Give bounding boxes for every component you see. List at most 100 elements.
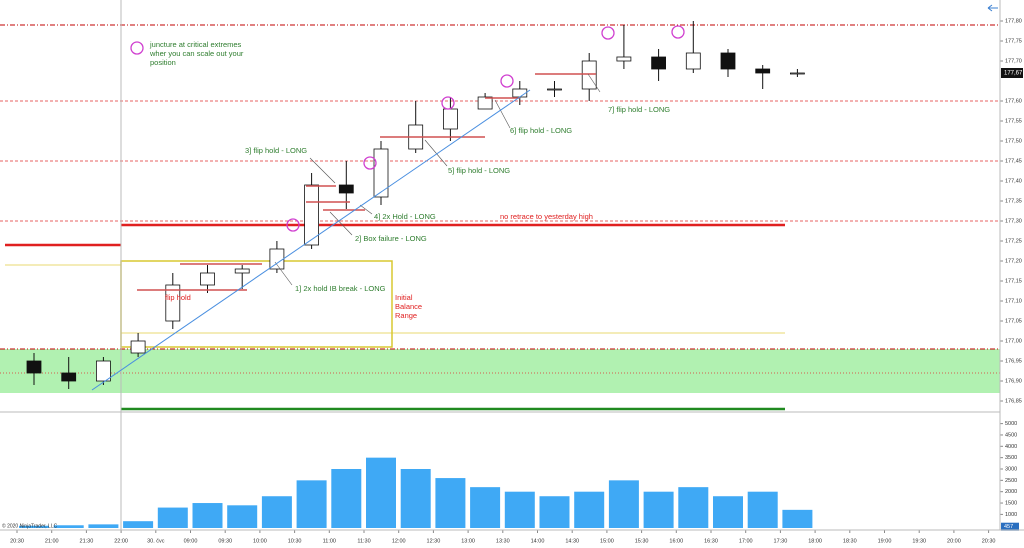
y-tick-label: 177,55: [1005, 118, 1022, 124]
y-tick-label: 177,35: [1005, 198, 1022, 204]
x-tick-label: 19:00: [878, 538, 892, 544]
x-tick-label: 09:00: [184, 538, 198, 544]
volume-bar: [192, 503, 223, 528]
volume-bar: [227, 505, 258, 528]
x-tick-label: 14:30: [565, 538, 579, 544]
candle-body: [581, 60, 597, 90]
volume-bar: [574, 491, 605, 528]
volume-tick-label: 4000: [1005, 444, 1017, 450]
volume-bar: [19, 525, 49, 528]
y-tick-label: 176,90: [1005, 378, 1022, 384]
x-tick-label: 16:30: [704, 538, 718, 544]
volume-bar: [539, 496, 570, 528]
last-volume-box: [1001, 522, 1019, 531]
y-tick-label: 177,40: [1005, 178, 1022, 184]
volume-tick-label: 1500: [1005, 500, 1017, 506]
y-tick-label: 177,00: [1005, 338, 1022, 344]
annotation: flip hold: [165, 293, 191, 302]
volume-tick-label: 2500: [1005, 478, 1017, 484]
volume-tick-label: 2000: [1005, 489, 1017, 495]
last-price-box: [1001, 68, 1023, 78]
volume-bar: [366, 457, 396, 528]
volume-bar: [88, 524, 119, 528]
x-tick-label: 19:30: [912, 538, 926, 544]
pointer-lines: [274, 73, 601, 286]
candle-body: [755, 68, 771, 74]
y-tick-label: 177,25: [1005, 238, 1022, 244]
candle-body: [651, 56, 666, 70]
x-tick-label: 20:30: [10, 538, 24, 544]
x-tick-label: 15:30: [635, 538, 649, 544]
volume-bar: [157, 507, 188, 528]
copyright: © 2020 NinjaTrader, LLC: [2, 522, 58, 529]
x-tick-label: 11:00: [323, 538, 336, 544]
back-arrow[interactable]: [987, 4, 998, 12]
annotation: Range: [395, 311, 417, 320]
candle-body: [477, 96, 493, 110]
candle-body: [442, 108, 458, 130]
extreme-circles: [130, 25, 685, 232]
annotation: 1] 2x hold IB break - LONG: [295, 284, 386, 293]
candle-body: [61, 372, 77, 382]
annotation: 6] flip hold - LONG: [510, 126, 572, 135]
trend-line: [91, 89, 531, 391]
y-tick-label: 177,10: [1005, 298, 1022, 304]
candle-body: [26, 360, 42, 374]
y-tick-label: 176,85: [1005, 398, 1022, 404]
y-tick-label: 177,30: [1005, 218, 1022, 224]
candle-body: [269, 248, 285, 270]
volume-bar: [331, 469, 362, 528]
x-tick-label: 30. čvc: [147, 538, 165, 544]
annotation: no retrace to yesterday high: [500, 212, 593, 221]
x-tick-label: 21:00: [45, 538, 59, 544]
x-tick-label: 11:30: [357, 538, 370, 544]
volume-bar: [53, 525, 84, 528]
hold-segments: [137, 73, 596, 291]
volume-bar: [470, 487, 501, 528]
annotation: 7] flip hold - LONG: [608, 105, 670, 114]
y-tick-label: 177,05: [1005, 318, 1022, 324]
x-tick-label: 10:30: [288, 538, 302, 544]
candle-body: [616, 56, 632, 62]
x-tick-label: 22:00: [114, 538, 128, 544]
volume-bar: [261, 496, 292, 528]
x-tick-label: 21:30: [80, 538, 94, 544]
volume-bar: [435, 478, 466, 528]
x-tick-label: 09:30: [218, 538, 232, 544]
y-tick-label: 177,15: [1005, 278, 1022, 284]
candle-body: [720, 52, 736, 70]
y-tick-label: 177,70: [1005, 58, 1022, 64]
annotation: position: [150, 58, 176, 67]
volume-tick-label: 3000: [1005, 466, 1017, 472]
y-tick-label: 176,95: [1005, 358, 1022, 364]
x-tick-label: 15:00: [600, 538, 614, 544]
annotation: 5] flip hold - LONG: [448, 166, 510, 175]
last-price-label: 177,67: [1004, 71, 1023, 77]
volume-tick-label: 1000: [1005, 512, 1017, 518]
x-tick-label: 12:30: [427, 538, 441, 544]
annotation: juncture at critical extremes: [149, 40, 242, 49]
y-tick-label: 177,20: [1005, 258, 1022, 264]
y-tick-label: 177,75: [1005, 38, 1022, 44]
x-tick-label: 18:30: [843, 538, 857, 544]
candle-body: [512, 88, 528, 98]
volume-bar: [782, 509, 813, 528]
annotation: Balance: [395, 302, 422, 311]
candle-body: [547, 88, 562, 91]
candle-body: [165, 284, 181, 322]
x-tick-label: 17:30: [774, 538, 788, 544]
annotation: 3] flip hold - LONG: [245, 146, 307, 155]
x-tick-label: 17:00: [739, 538, 753, 544]
volume-bar: [123, 521, 154, 528]
y-tick-label: 177,60: [1005, 98, 1022, 104]
x-tick-label: 20:30: [982, 538, 996, 544]
candle-body: [96, 360, 111, 382]
volume-bar: [747, 491, 778, 528]
x-tick-label: 12:00: [392, 538, 406, 544]
x-tick-label: 13:30: [496, 538, 510, 544]
candle-body: [373, 148, 389, 198]
y-tick-label: 177,80: [1005, 18, 1022, 24]
annotation: wher you can scale out your: [149, 49, 244, 58]
volume-tick-label: 5000: [1005, 421, 1017, 427]
